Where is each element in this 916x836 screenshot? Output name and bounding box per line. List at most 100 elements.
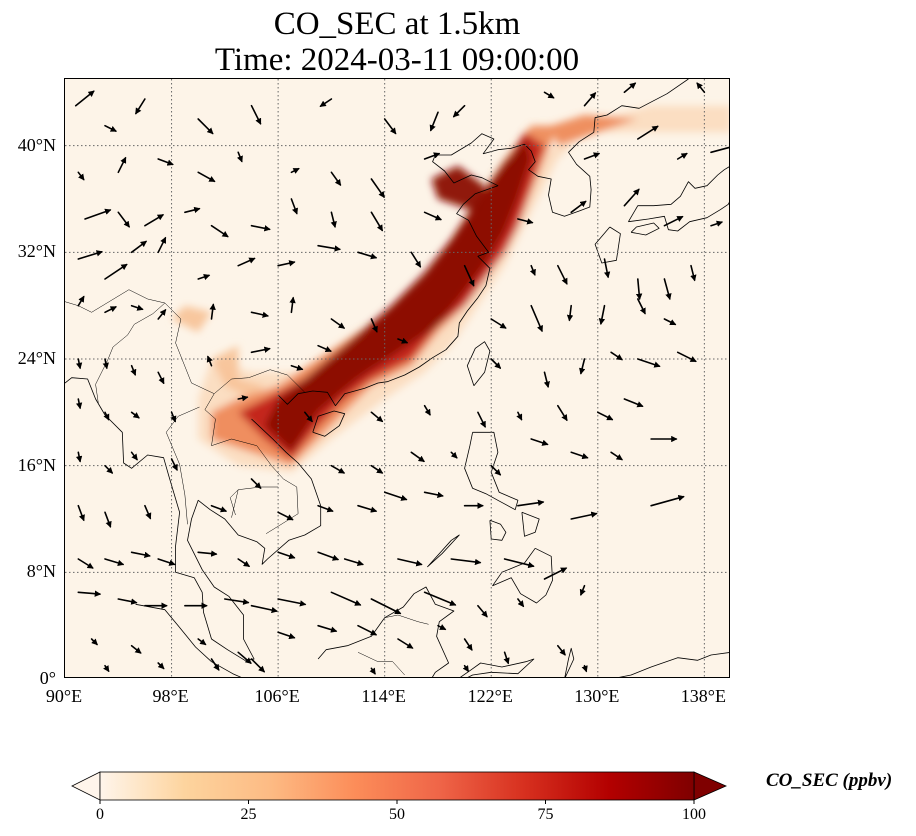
lon-tick-label: 130°E [574,686,620,706]
wind-arrow [663,215,684,227]
wind-arrow [423,211,442,221]
wind-arrow [570,511,598,520]
wind-arrow [289,296,296,314]
wind-arrow [370,318,378,333]
wind-arrow [75,451,83,463]
wind-arrow [209,303,216,320]
wind-arrow [77,558,94,569]
colorbar-tick-label: 50 [389,806,405,823]
wind-arrow [144,214,164,227]
coastline [464,431,519,511]
wind-arrow [623,398,644,408]
coastline [628,202,729,232]
wind-arrow [610,351,623,361]
wind-arrow [170,458,178,471]
wind-arrow [317,344,332,353]
wind-arrow [581,664,588,673]
wind-arrow [130,364,137,376]
wind-arrow [210,504,228,513]
coastline [524,79,689,217]
wind-arrow [556,644,566,656]
wind-arrow [197,273,211,281]
wind-arrow [543,91,555,99]
coastline [65,377,322,661]
wind-arrow [690,264,697,282]
wind-arrow [104,263,128,280]
wind-arrow [277,551,296,560]
wind-arrow [676,351,697,363]
wind-vectors [74,82,729,675]
wind-arrow [103,411,110,421]
wind-arrow [75,398,83,410]
wind-arrow [330,464,346,474]
wind-arrow [579,358,586,375]
lat-tick-label: 0° [39,668,56,688]
plume-region-25 [171,305,212,333]
wind-arrow [250,658,266,673]
wind-arrow [330,171,342,186]
wind-arrow [596,411,614,421]
coastline [277,133,525,407]
wind-arrow [450,451,458,459]
country-border [229,489,239,516]
lat-tick-label: 40°N [17,134,56,155]
wind-arrow [77,171,85,181]
wind-arrow [197,118,214,135]
wind-arrow [583,152,601,160]
wind-arrow [170,411,177,423]
wind-arrow [250,478,262,489]
coastline [564,647,575,677]
wind-arrow [210,658,220,671]
coastline [492,547,553,604]
wind-arrow [277,598,307,607]
wind-arrow [117,156,127,174]
wind-arrow [290,198,298,215]
colorbar-label: CO_SEC (ppbv) [766,770,893,791]
wind-arrow [103,664,110,673]
country-border [65,289,166,404]
wind-arrow [290,167,300,174]
colorbar-extend-max [693,771,727,801]
wind-arrow [77,590,102,597]
wind-arrow [570,451,589,460]
coastline [466,341,491,386]
wind-arrow [543,371,550,388]
country-border [384,614,429,625]
coastline [628,166,729,222]
wind-arrow [84,208,112,220]
map-panel [64,78,730,678]
wind-arrow [370,598,402,615]
wind-arrow [74,90,95,107]
coastline [619,652,729,677]
wind-arrow [397,638,414,649]
wind-arrow [383,118,397,135]
wind-arrow [157,309,167,320]
colorbar [71,771,727,804]
country-border [164,302,305,394]
wind-arrow [237,257,256,267]
lat-tick-label: 32°N [17,241,56,262]
wind-arrow [130,304,144,311]
wind-arrow [462,664,470,673]
wind-arrow [437,624,447,631]
wind-arrow [77,250,103,260]
wind-arrow [250,104,262,125]
lon-tick-label: 122°E [467,686,513,706]
wind-arrow [250,311,269,318]
lon-tick-label: 106°E [254,686,300,706]
plume-region-45 [551,115,638,146]
wind-arrow [423,591,457,606]
wind-arrow [157,371,165,385]
lon-tick-label: 138°E [680,686,726,706]
wind-arrow [463,264,475,287]
wind-arrow [529,264,536,276]
wind-arrow [636,298,646,315]
co-plume [171,105,729,473]
wind-arrow [90,638,98,646]
wind-arrow [450,558,482,566]
wind-arrow [490,358,502,369]
wind-arrow [490,318,507,329]
colorbar-tick-label: 25 [240,806,257,823]
wind-arrow [423,152,441,160]
